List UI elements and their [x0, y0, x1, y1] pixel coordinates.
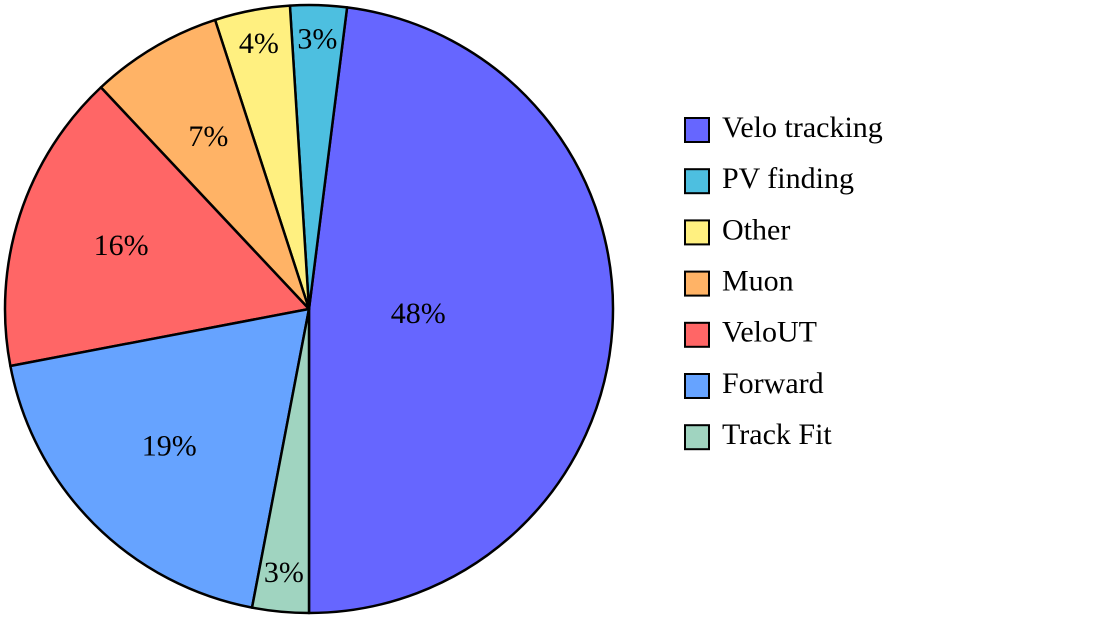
legend-swatch — [684, 117, 710, 143]
slice-label: 4% — [239, 27, 279, 60]
legend-label: Other — [722, 213, 790, 246]
legend-label: PV finding — [722, 162, 854, 195]
pie-slice — [250, 307, 311, 615]
legend-swatch — [684, 168, 710, 195]
legend-label: Muon — [722, 264, 794, 297]
pie-slice — [307, 6, 615, 615]
legend-swatch — [684, 321, 710, 348]
legend-swatch — [684, 219, 710, 246]
legend-label: Velo tracking — [722, 111, 883, 144]
slice-label: 3% — [297, 23, 337, 56]
slice-label: 7% — [188, 120, 228, 153]
pie-slice — [9, 307, 311, 609]
slice-label: 19% — [142, 430, 197, 463]
legend-label: Track Fit — [722, 418, 832, 451]
legend-swatch — [684, 373, 710, 399]
legend-label: Forward — [722, 367, 824, 400]
pie-slice — [99, 18, 311, 311]
legend-swatch — [684, 424, 710, 451]
slice-label: 16% — [94, 229, 149, 262]
legend-swatch — [684, 270, 710, 297]
legend-label: VeloUT — [722, 316, 817, 349]
pie-slice — [3, 86, 311, 368]
slice-label: 3% — [264, 556, 304, 589]
slice-label: 48% — [391, 297, 446, 330]
